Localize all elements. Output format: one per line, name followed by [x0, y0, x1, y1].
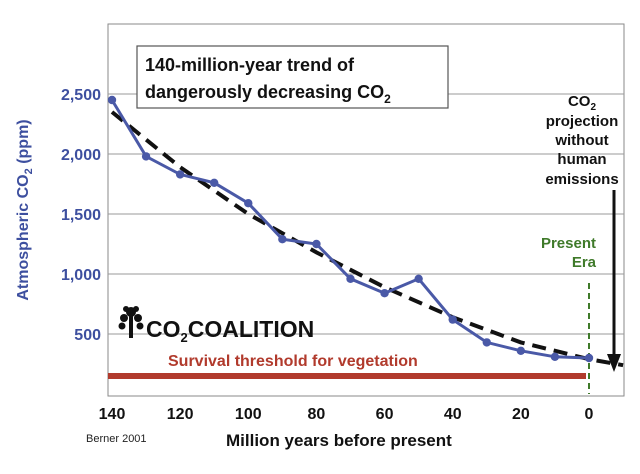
projection-label-line3: without	[554, 132, 608, 149]
trend-line	[110, 110, 624, 368]
x-tick-label: 120	[167, 406, 194, 423]
y-axis-label: Atmospheric CO2 (ppm)	[15, 119, 35, 300]
projection-label-line2: projection	[546, 113, 619, 130]
data-point	[448, 315, 457, 324]
present-era-label-line2: Era	[572, 254, 597, 271]
x-tick-label: 40	[444, 406, 462, 423]
data-point	[584, 353, 594, 363]
co2-coalition-logo: CO2COALITION	[118, 306, 314, 345]
chart-title-line2: dangerously decreasing CO2	[145, 82, 391, 106]
source-label: Berner 2001	[86, 433, 147, 445]
data-point	[516, 346, 526, 355]
present-era-label-line1: Present	[541, 235, 596, 252]
data-point	[141, 152, 151, 161]
x-tick-label: 140	[99, 406, 126, 423]
data-point	[312, 239, 321, 249]
data-point	[482, 338, 491, 347]
data-point	[244, 199, 253, 208]
projection-label-line5: emissions	[545, 171, 618, 188]
data-point	[380, 289, 389, 298]
x-tick-label: 60	[376, 406, 394, 423]
x-tick-label: 20	[512, 406, 530, 423]
data-point	[278, 235, 287, 244]
y-tick-label: 1,000	[61, 267, 101, 284]
data-point	[346, 274, 355, 283]
threshold-label: Survival threshold for vegetation	[168, 353, 418, 370]
y-tick-label: 500	[74, 327, 101, 344]
x-axis-ticks: 140 120 100 80 60 40 20 0	[99, 406, 594, 423]
chart-title-line1: 140-million-year trend of	[145, 55, 355, 75]
y-tick-label: 2,500	[61, 87, 101, 104]
projection-label-line4: human	[557, 151, 606, 168]
projection-arrowhead	[607, 354, 621, 372]
data-point	[107, 95, 117, 105]
x-tick-label: 0	[585, 406, 594, 423]
x-axis-label: Million years before present	[226, 431, 452, 450]
svg-text:CO2COALITION: CO2COALITION	[146, 316, 314, 345]
data-point	[210, 178, 219, 187]
series-points	[107, 95, 594, 363]
x-tick-label: 100	[235, 406, 262, 423]
y-tick-label: 2,000	[61, 147, 101, 164]
y-tick-label: 1,500	[61, 207, 101, 224]
x-tick-label: 80	[308, 406, 326, 423]
title-box	[136, 45, 449, 109]
tree-icon	[118, 306, 144, 338]
data-point	[550, 352, 560, 361]
data-point	[414, 274, 423, 283]
y-axis-ticks: 500 1,000 1,500 2,000 2,500	[61, 87, 101, 344]
projection-label-line1: CO2	[568, 93, 597, 113]
data-point	[175, 170, 185, 179]
